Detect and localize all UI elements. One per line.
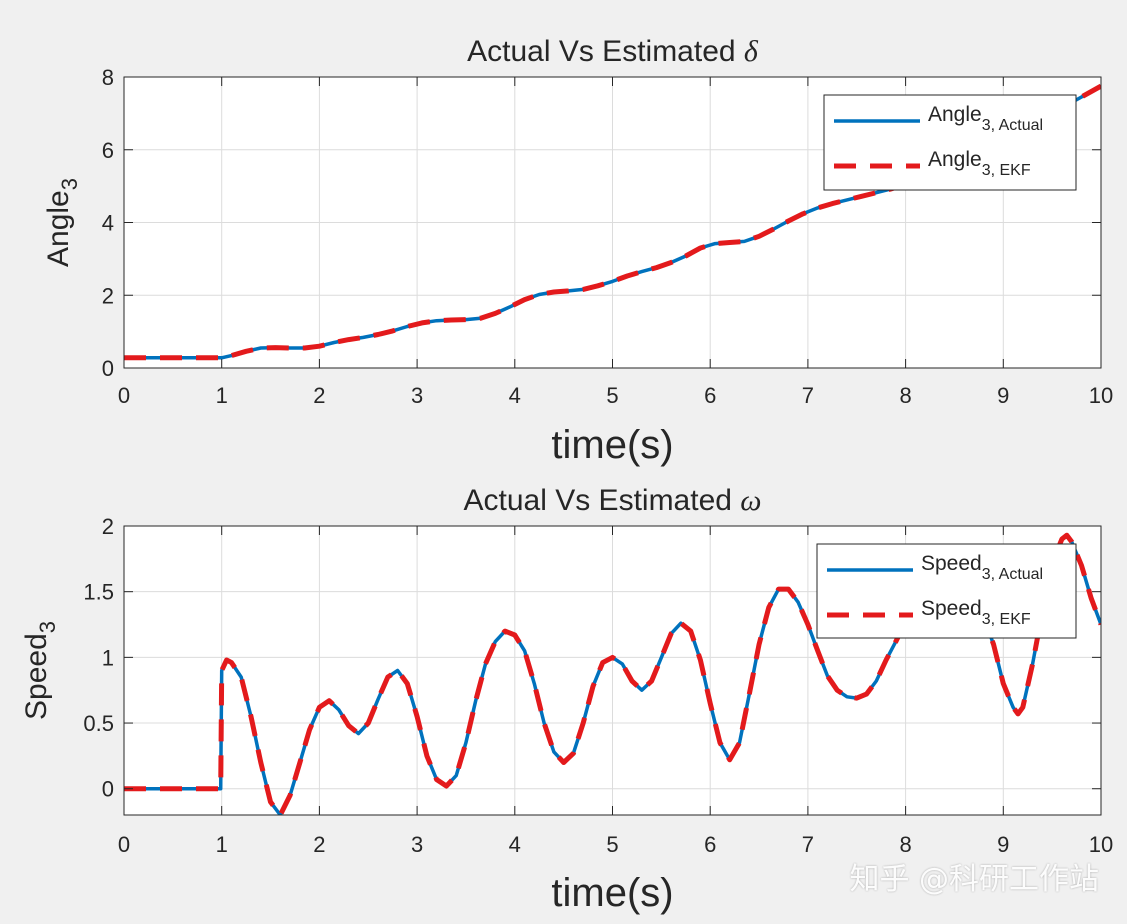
x-tick-label: 5 (606, 832, 618, 857)
y-tick-label: 1 (102, 645, 114, 670)
legend-box (823, 94, 1077, 191)
y-tick-label: 0.5 (83, 711, 114, 736)
x-tick-label: 0 (118, 383, 130, 408)
x-tick-label: 6 (704, 832, 716, 857)
x-tick-label: 2 (313, 832, 325, 857)
legend-label-1: Speed3, Actual (921, 552, 1043, 583)
y-tick-label: 8 (102, 65, 114, 90)
y-tick-label: 0 (102, 777, 114, 802)
legend: Speed3, Actual Speed3, EKF (816, 543, 1077, 639)
x-tick-label: 7 (802, 832, 814, 857)
y-tick-label: 6 (102, 138, 114, 163)
chart-title: Actual Vs Estimated δ (467, 35, 759, 68)
x-tick-label: 8 (899, 383, 911, 408)
x-axis-label: time(s) (551, 423, 673, 467)
chart-title: Actual Vs Estimated ω (464, 484, 762, 517)
x-tick-label: 3 (411, 383, 423, 408)
x-tick-label: 9 (997, 832, 1009, 857)
y-tick-label: 2 (102, 514, 114, 539)
x-tick-label: 7 (802, 383, 814, 408)
legend-label-1: Angle3, Actual (928, 103, 1043, 134)
x-tick-label: 5 (606, 383, 618, 408)
y-tick-label: 1.5 (83, 580, 114, 605)
series-line-2 (124, 532, 1101, 815)
y-tick-label: 4 (102, 211, 114, 236)
x-tick-label: 10 (1089, 383, 1113, 408)
y-axis-label: Speed3 (20, 621, 60, 720)
chart-2: 0 1 2 3 4 5 6 7 8 9 10 0 0.5 1 1.5 2 Actual Vs Estimated… (20, 484, 1113, 915)
chart-1: 0 1 2 3 4 5 6 7 8 9 10 0 2 4 6 8 Actual Vs Estimated δ ti… (42, 35, 1113, 467)
x-tick-label: 9 (997, 383, 1009, 408)
x-tick-label: 1 (216, 832, 228, 857)
legend-box (816, 543, 1077, 639)
x-tick-label: 4 (509, 383, 521, 408)
x-tick-label: 8 (899, 832, 911, 857)
x-tick-label: 3 (411, 832, 423, 857)
legend: Angle3, Actual Angle3, EKF (823, 94, 1077, 191)
y-tick-label: 2 (102, 283, 114, 308)
legend-label-2: Angle3, EKF (928, 148, 1031, 179)
x-axis-label: time(s) (551, 871, 673, 915)
y-axis-label: Angle3 (42, 178, 82, 267)
x-tick-label: 6 (704, 383, 716, 408)
legend-label-2: Speed3, EKF (921, 597, 1031, 628)
y-tick-label: 0 (102, 356, 114, 381)
x-tick-label: 4 (509, 832, 521, 857)
x-tick-label: 2 (313, 383, 325, 408)
x-tick-label: 1 (216, 383, 228, 408)
x-tick-label: 10 (1089, 832, 1113, 857)
watermark: 知乎 @科研工作站 (849, 862, 1099, 897)
x-tick-label: 0 (118, 832, 130, 857)
